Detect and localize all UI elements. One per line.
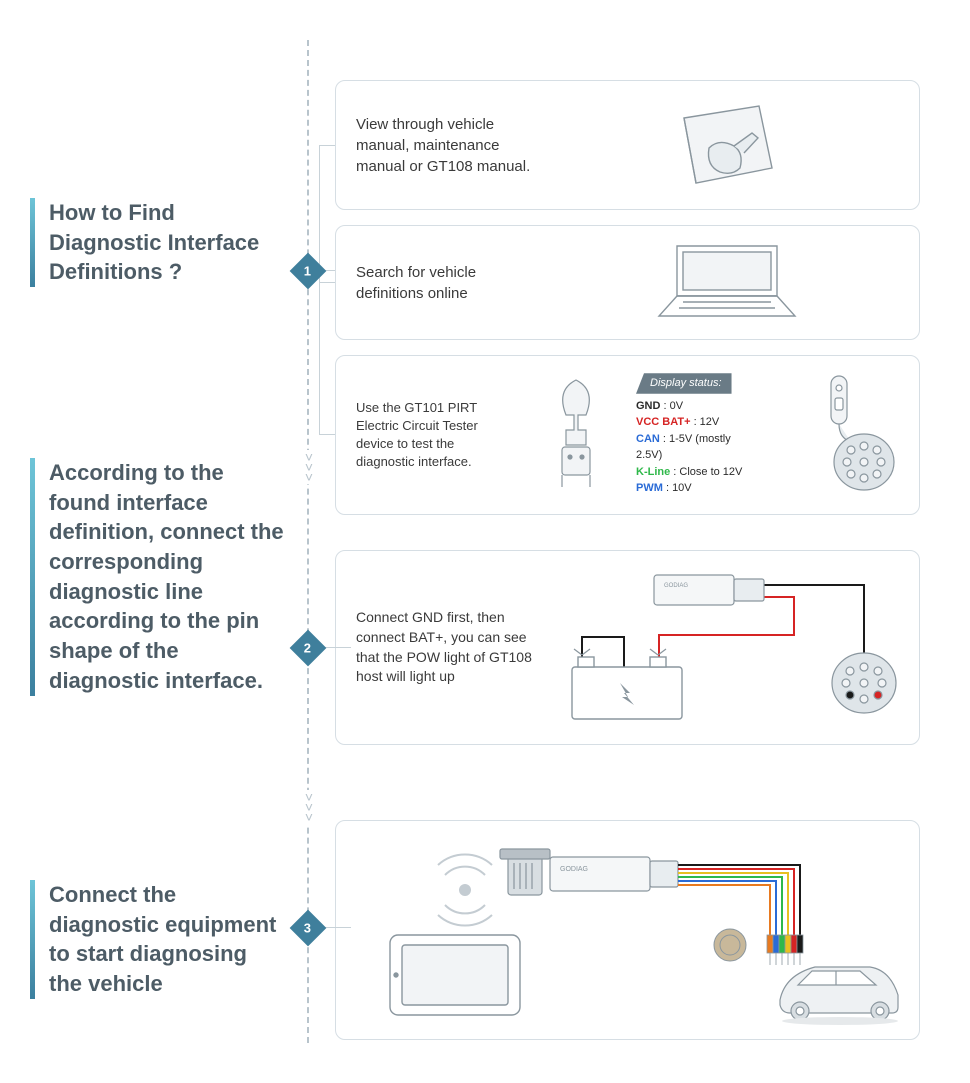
- card-manual-text: View through vehicle manual, maintenance…: [356, 114, 531, 177]
- status-value: : 0V: [664, 400, 684, 412]
- tester-illustration: [526, 375, 626, 495]
- step-marker-1-num: 1: [304, 263, 311, 278]
- status-line: GND : 0V: [636, 398, 759, 415]
- card-tester-text: Use the GT101 PIRT Electric Circuit Test…: [356, 399, 516, 472]
- svg-text:GODIAG: GODIAG: [664, 583, 688, 589]
- card-manual: View through vehicle manual, maintenance…: [335, 80, 920, 210]
- card-connect-power: Connect GND first, then connect BAT+, yo…: [335, 550, 920, 745]
- display-status-title: Display status:: [636, 373, 732, 394]
- right-column: View through vehicle manual, maintenance…: [335, 40, 940, 1043]
- tester-device-icon: [769, 370, 899, 500]
- timeline-dashed-line: [307, 40, 309, 1043]
- chevron-group-1: ˅˅˅: [299, 450, 319, 484]
- step-marker-2-num: 2: [304, 640, 311, 655]
- status-line: K-Line : Close to 12V: [636, 464, 759, 481]
- status-label: K-Line: [636, 466, 673, 478]
- heading-3: Connect the diagnostic equipment to star…: [30, 880, 285, 999]
- status-value: : 12V: [694, 416, 720, 428]
- heading-2: According to the found interface definit…: [30, 458, 285, 696]
- status-value: : 10V: [666, 482, 692, 494]
- step-marker-3: 3: [290, 910, 327, 947]
- left-column: How to Find Diagnostic Interface Definit…: [30, 40, 285, 1043]
- heading-2-text: According to the found interface definit…: [49, 460, 284, 693]
- status-label: CAN: [636, 433, 663, 445]
- heading-1-text: How to Find Diagnostic Interface Definit…: [49, 200, 259, 284]
- status-line: VCC BAT+ : 12V: [636, 414, 759, 431]
- status-line: CAN : 1-5V (mostly 2.5V): [636, 431, 759, 464]
- status-label: VCC BAT+: [636, 416, 694, 428]
- svg-text:GODIAG: GODIAG: [560, 866, 588, 873]
- card-diagnose: GODIAG: [335, 820, 920, 1040]
- step-marker-2: 2: [290, 630, 327, 667]
- manual-icon: [549, 98, 899, 193]
- diagnose-diagram-icon: GODIAG: [350, 835, 905, 1025]
- step1-bracket-mid: [319, 282, 335, 283]
- heading-1: How to Find Diagnostic Interface Definit…: [30, 198, 285, 287]
- card-connect-power-text: Connect GND first, then connect BAT+, yo…: [356, 608, 546, 686]
- card-online: Search for vehicle definitions online: [335, 225, 920, 340]
- card-tester: Use the GT101 PIRT Electric Circuit Test…: [335, 355, 920, 515]
- display-status-box: Display status: GND : 0VVCC BAT+ : 12VCA…: [636, 373, 759, 497]
- step1-bracket: [319, 145, 335, 435]
- chevron-group-2: ˅˅˅: [299, 790, 319, 824]
- status-value: : Close to 12V: [673, 466, 742, 478]
- status-label: GND: [636, 400, 664, 412]
- card-online-text: Search for vehicle definitions online: [356, 262, 531, 304]
- laptop-icon: [549, 238, 899, 328]
- step-marker-3-num: 3: [304, 920, 311, 935]
- battery-diagram-icon: GODIAG: [564, 565, 914, 730]
- status-line: PWM : 10V: [636, 480, 759, 497]
- heading-3-text: Connect the diagnostic equipment to star…: [49, 882, 276, 996]
- status-label: PWM: [636, 482, 666, 494]
